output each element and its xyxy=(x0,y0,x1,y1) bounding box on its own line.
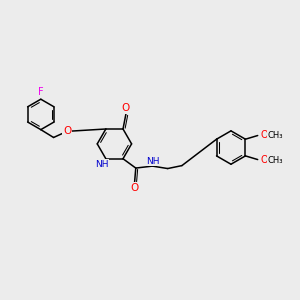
Text: O: O xyxy=(261,130,268,140)
Text: O: O xyxy=(261,155,268,165)
Text: O: O xyxy=(63,126,71,136)
Text: O: O xyxy=(122,103,130,113)
Text: O: O xyxy=(130,183,139,193)
Text: NH: NH xyxy=(95,160,108,169)
Text: CH₃: CH₃ xyxy=(267,156,283,165)
Text: CH₃: CH₃ xyxy=(267,131,283,140)
Text: NH: NH xyxy=(146,157,160,166)
Text: F: F xyxy=(38,87,44,97)
